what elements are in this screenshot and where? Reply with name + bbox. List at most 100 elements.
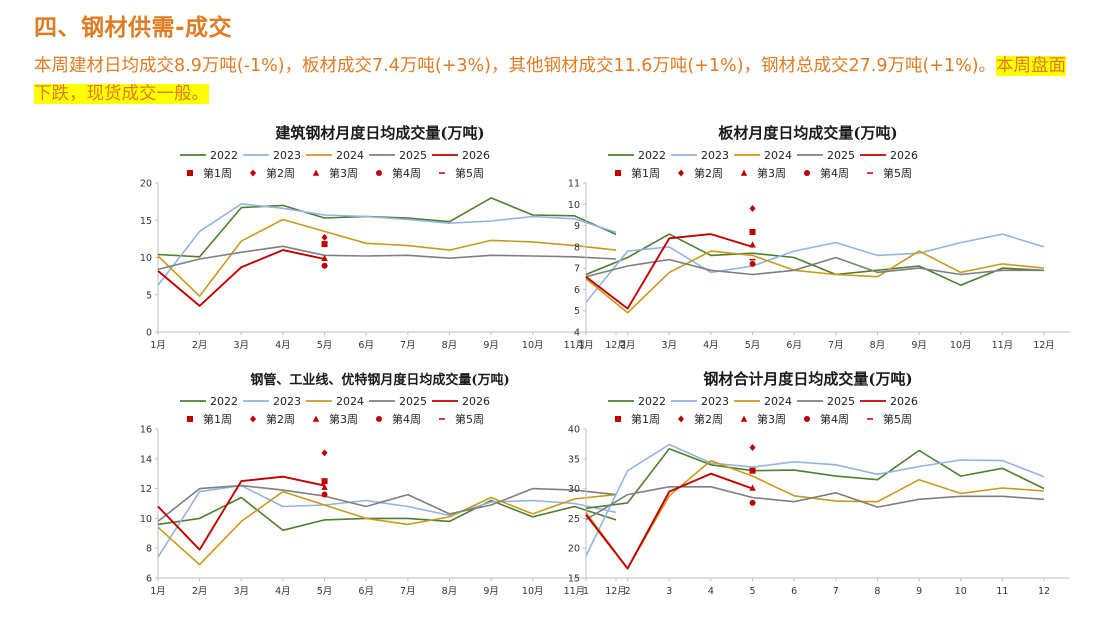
x-tick-label: 6月 xyxy=(358,340,374,351)
y-tick-label: 12 xyxy=(140,484,152,495)
x-tick-label: 9月 xyxy=(911,340,927,351)
y-tick-label: 0 xyxy=(146,328,152,339)
y-tick-labels: 4 5 6 7 8 9 10 11 xyxy=(568,179,586,339)
legend-marker-week-4 xyxy=(376,416,382,422)
x-tick-label: 10月 xyxy=(522,586,544,597)
week-1-marker xyxy=(321,241,328,248)
x-tick-label: 8月 xyxy=(442,586,458,597)
chart-panel-plate: 板材月度日均成交量(万吨) 2022 2023 2024 2025 2026 第1周 第2周第… xyxy=(558,118,1078,363)
legend-marker-week-1 xyxy=(615,170,621,176)
legend-label-2023: 2023 xyxy=(273,149,301,162)
x-tick-label: 12 xyxy=(1038,586,1050,597)
legend-label-week-4: 第4周 xyxy=(392,166,421,180)
x-tick-label: 8月 xyxy=(870,340,886,351)
x-tick-label: 8 xyxy=(874,586,880,597)
x-tick-label: 7 xyxy=(833,586,839,597)
week-4-marker xyxy=(749,499,756,506)
chart-title: 板材月度日均成交量(万吨) xyxy=(718,124,897,142)
y-tick-label: 9 xyxy=(574,221,580,232)
x-tick-label: 2月 xyxy=(620,340,636,351)
plate-steel-chart: 板材月度日均成交量(万吨)2022 2023 2024 2025 2026第1周 第2周第… xyxy=(568,124,1070,351)
legend-label-2025: 2025 xyxy=(399,395,427,408)
x-tick-label: 10 xyxy=(955,586,967,597)
legend-label-2026: 2026 xyxy=(462,395,490,408)
legend-label-week-1: 第1周 xyxy=(631,412,660,426)
legend-label-2022: 2022 xyxy=(638,395,666,408)
legend-label-2024: 2024 xyxy=(336,395,364,408)
pipe-steel-chart: 钢管、工业线、优特钢月度日均成交量(万吨)2022 2023 2024 2025 202… xyxy=(140,372,642,597)
week-4-marker xyxy=(749,260,756,267)
x-tick-label: 9 xyxy=(916,586,922,597)
legend-marker-week-4 xyxy=(804,170,810,176)
legend-label-week-2: 第2周 xyxy=(266,412,295,426)
series-line-2024 xyxy=(585,459,1045,570)
y-tick-label: 11 xyxy=(568,179,580,190)
legend-label-2026: 2026 xyxy=(890,395,918,408)
x-tick-label: 4 xyxy=(708,586,714,597)
week-3-marker xyxy=(321,483,328,490)
x-tick-label: 2 xyxy=(625,586,631,597)
x-tick-label: 12月 xyxy=(605,586,627,597)
y-tick-label: 6 xyxy=(574,285,580,296)
legend-marker-week-3 xyxy=(740,169,748,176)
x-tick-label: 2月 xyxy=(192,586,208,597)
legend-label-2024: 2024 xyxy=(764,395,792,408)
x-tick-label: 5 xyxy=(750,586,756,597)
y-tick-label: 15 xyxy=(568,574,580,585)
series-line-2026 xyxy=(585,472,753,570)
x-tick-label: 3月 xyxy=(233,586,249,597)
y-tick-labels: 0 5 10 15 20 xyxy=(140,179,158,339)
series-line-2024 xyxy=(157,490,617,566)
x-tick-label: 10月 xyxy=(950,340,972,351)
legend-label-2023: 2023 xyxy=(701,149,729,162)
series-line-2026 xyxy=(585,233,753,310)
legend-label-week-1: 第1周 xyxy=(631,166,660,180)
legend-label-2026: 2026 xyxy=(890,149,918,162)
series-line-2025 xyxy=(585,256,1044,278)
legend-marker-week-3 xyxy=(312,169,320,176)
legend-label-week-5: 第5周 xyxy=(455,166,484,180)
x-tick-labels: 1月 2月 3月 4月 5月 6月 7月 8月 9月 10月 11月 12月 xyxy=(150,332,627,351)
x-tick-label: 1 xyxy=(583,586,589,597)
week-2-marker xyxy=(321,449,328,457)
week-3-marker xyxy=(749,241,756,248)
legend-label-2022: 2022 xyxy=(210,149,238,162)
series-line-2022 xyxy=(585,447,1045,510)
x-tick-label: 9月 xyxy=(483,340,499,351)
week-4-marker xyxy=(321,262,328,269)
legend-series: 2022 2023 2024 2025 2026 xyxy=(180,149,490,162)
summary-text: 本周建材日均成交8.9万吨(-1%)，板材成交7.4万吨(+3%)，其他钢材成交… xyxy=(34,52,1074,108)
legend-label-week-3: 第3周 xyxy=(329,412,358,426)
y-tick-label: 5 xyxy=(146,290,152,301)
x-tick-label: 5月 xyxy=(317,586,333,597)
legend-label-2023: 2023 xyxy=(273,395,301,408)
legend-marker-week-2 xyxy=(678,169,684,177)
weekly-markers xyxy=(321,449,328,498)
x-tick-labels: 1月 2月 3月 4月 5月 6月 7月 8月 9月 10月 11月 12月 xyxy=(578,332,1055,351)
legend-series: 2022 2023 2024 2025 2026 xyxy=(180,395,490,408)
x-tick-label: 7月 xyxy=(828,340,844,351)
x-tick-label: 3月 xyxy=(233,340,249,351)
x-tick-label: 5月 xyxy=(745,340,761,351)
legend-label-week-4: 第4周 xyxy=(820,412,849,426)
week-3-marker xyxy=(749,484,756,491)
legend-label-week-3: 第3周 xyxy=(757,412,786,426)
weekly-markers xyxy=(749,205,756,267)
y-tick-label: 35 xyxy=(568,454,580,465)
legend-series: 2022 2023 2024 2025 2026 xyxy=(608,395,918,408)
x-tick-label: 11月 xyxy=(992,340,1014,351)
legend-label-week-5: 第5周 xyxy=(883,412,912,426)
series-line-2023 xyxy=(585,233,1045,303)
legend-weeks: 第1周 第2周 第3周 第4周 第5周 xyxy=(187,412,484,426)
y-tick-label: 16 xyxy=(140,425,152,436)
legend-series: 2022 2023 2024 2025 2026 xyxy=(608,149,918,162)
y-tick-label: 20 xyxy=(140,179,152,190)
chart-panel-pipe: 钢管、工业线、优特钢月度日均成交量(万吨) 2022 2023 2024 2025 202… xyxy=(130,364,650,609)
x-tick-label: 2月 xyxy=(192,340,208,351)
x-tick-label: 12月 xyxy=(605,340,627,351)
series-line-2024 xyxy=(585,250,1045,314)
legend-label-2024: 2024 xyxy=(764,149,792,162)
y-tick-label: 5 xyxy=(574,306,580,317)
legend-marker-week-1 xyxy=(187,170,193,176)
series-line-2026 xyxy=(157,249,325,307)
